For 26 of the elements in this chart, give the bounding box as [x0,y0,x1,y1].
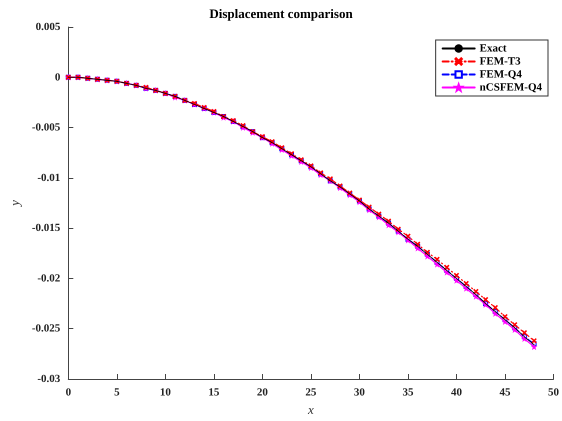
y-tick-label: -0.01 [37,172,60,184]
y-tick-label: -0.025 [32,322,61,335]
x-tick-label: 50 [548,386,560,398]
x-tick-label: 15 [208,386,220,398]
x-tick-label: 25 [305,386,317,398]
x-axis-title: x [307,402,314,417]
y-tick-label: -0.015 [32,222,61,234]
x-tick-label: 40 [450,386,462,398]
x-tick-label: 10 [160,386,172,398]
y-tick-label: 0 [54,71,61,84]
legend-label: nCSFEM-Q4 [480,82,542,94]
x-tick-label: 0 [66,386,72,398]
y-tick-label: -0.02 [37,272,61,284]
x-tick-label: 35 [402,386,414,398]
legend-label: FEM-Q4 [480,68,522,80]
y-tick-label: 0.005 [36,21,61,33]
y-tick-label: -0.03 [37,373,61,385]
legend-label: FEM-T3 [480,56,522,68]
x-tick-label: 5 [114,386,120,398]
chart-title: Displacement comparison [209,6,354,21]
y-axis-title: y [7,200,22,208]
y-tick-label: -0.005 [32,122,61,134]
x-tick-label: 30 [354,386,366,398]
x-tick-label: 20 [256,386,268,398]
legend-label: Exact [480,42,507,54]
x-tick-label: 45 [499,386,511,398]
